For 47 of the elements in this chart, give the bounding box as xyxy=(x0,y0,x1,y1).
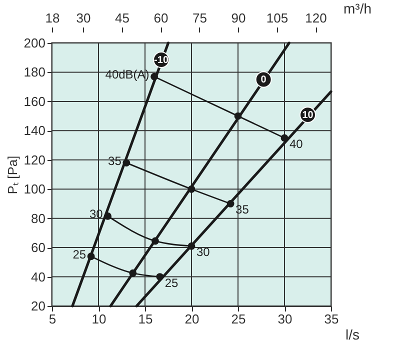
point xyxy=(156,273,164,280)
x-tick-label: 35 xyxy=(324,312,339,326)
x-tick-label: 25 xyxy=(231,312,246,326)
annotation: 40 xyxy=(290,136,304,151)
point xyxy=(188,242,196,250)
x2-tick-label: 60 xyxy=(154,10,168,26)
x-axis-title: l/s xyxy=(346,326,360,342)
y-tick-label: 60 xyxy=(31,240,46,256)
y-axis-title: Pₜ [Pa] xyxy=(4,156,20,194)
x-tick-label: 10 xyxy=(92,312,106,326)
x2-tick-label: 105 xyxy=(266,10,288,26)
x2-tick-label: 30 xyxy=(76,10,91,26)
y-tick-label: 20 xyxy=(31,298,46,314)
series-label: 10 xyxy=(302,110,314,121)
y-tick-label: 200 xyxy=(24,36,46,50)
x-tick-label: 30 xyxy=(278,312,292,326)
point xyxy=(188,185,196,193)
x2-tick-label: 90 xyxy=(231,10,246,26)
y-tick-label: 40 xyxy=(31,269,46,284)
point xyxy=(152,237,159,245)
y-tick-label: 160 xyxy=(24,94,46,109)
point xyxy=(104,212,112,220)
x2-tick-label: 75 xyxy=(192,10,207,26)
point xyxy=(234,112,242,120)
point xyxy=(280,134,288,142)
x2-tick-label: 120 xyxy=(305,10,327,26)
x-tick-label: 15 xyxy=(138,312,153,326)
x2-tick-label: 18 xyxy=(45,10,60,26)
x2-tick-label: 45 xyxy=(115,10,130,26)
x-tick-label: 5 xyxy=(48,312,56,326)
series-label: 0 xyxy=(260,74,267,86)
y-tick-label: 80 xyxy=(31,210,46,226)
point xyxy=(150,72,158,80)
point xyxy=(122,159,130,167)
x-tick-label: 20 xyxy=(184,312,200,326)
y-tick-label: 140 xyxy=(24,123,46,138)
point xyxy=(226,200,234,208)
y-tick-label: 100 xyxy=(24,182,46,197)
point xyxy=(87,252,95,260)
y-tick-label: 120 xyxy=(24,152,46,168)
x2-axis-title: m³/h xyxy=(344,0,372,16)
annotation: 30 xyxy=(196,245,210,260)
y-tick-label: 180 xyxy=(24,64,46,80)
point xyxy=(129,269,137,277)
series-label: -10 xyxy=(154,54,169,66)
annotation: 25 xyxy=(72,247,86,262)
annotation: 25 xyxy=(164,276,179,290)
